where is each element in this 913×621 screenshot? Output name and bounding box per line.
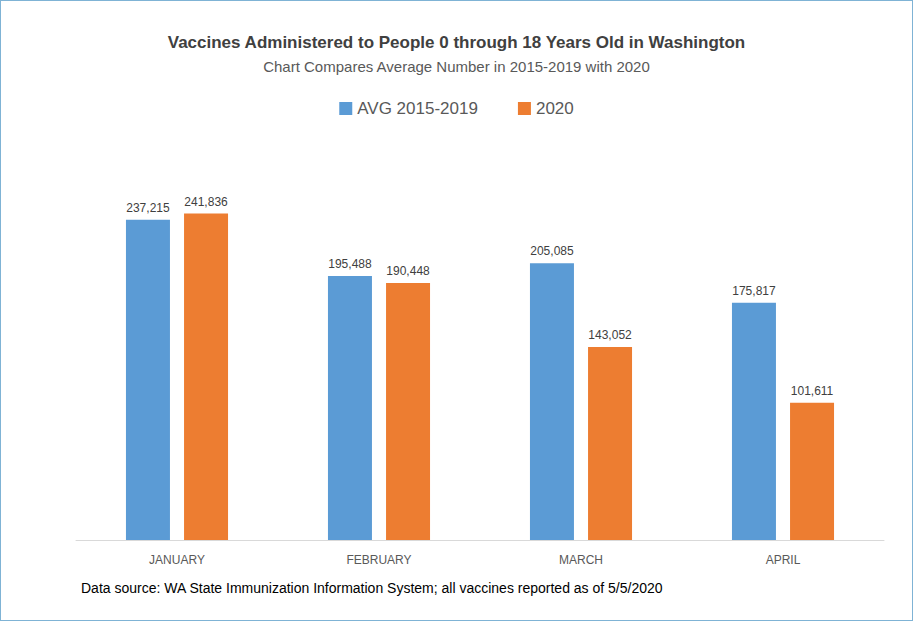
svg-text:195,488: 195,488 [328, 257, 372, 271]
svg-text:AVG 2015-2019: AVG 2015-2019 [357, 99, 478, 118]
svg-text:237,215: 237,215 [126, 201, 170, 215]
svg-text:Data source: WA State Immuniza: Data source: WA State Immunization Infor… [81, 580, 663, 596]
svg-text:190,448: 190,448 [386, 264, 430, 278]
svg-text:205,085: 205,085 [530, 244, 574, 258]
svg-text:JANUARY: JANUARY [149, 553, 205, 567]
svg-text:175,817: 175,817 [732, 284, 776, 298]
svg-text:Chart Compares Average Number: Chart Compares Average Number in 2015-20… [263, 58, 650, 75]
svg-text:APRIL: APRIL [766, 553, 801, 567]
svg-text:Vaccines Administered to Peopl: Vaccines Administered to People 0 throug… [168, 33, 746, 52]
svg-text:241,836: 241,836 [184, 195, 228, 209]
svg-text:143,052: 143,052 [588, 328, 632, 342]
svg-text:FEBRUARY: FEBRUARY [346, 553, 411, 567]
svg-text:101,611: 101,611 [791, 384, 834, 398]
svg-text:2020: 2020 [536, 99, 574, 118]
svg-text:MARCH: MARCH [559, 553, 603, 567]
